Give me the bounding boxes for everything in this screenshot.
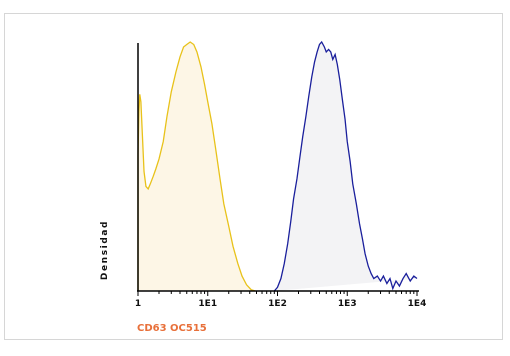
x-tick-label: 1 xyxy=(135,299,141,309)
series-1-fill xyxy=(138,42,256,291)
x-tick-label: 1E2 xyxy=(268,299,287,309)
tick-layer: 1 1E1 1E2 1E3 1E4 xyxy=(135,291,426,309)
series-2-line xyxy=(273,40,418,292)
series-1-line xyxy=(137,41,256,292)
x-tick-label: 1E3 xyxy=(338,299,357,309)
y-axis-label: Densidad xyxy=(100,220,110,280)
chart-frame xyxy=(4,13,503,340)
series-layer xyxy=(137,40,418,292)
series-2-fill xyxy=(274,42,417,291)
x-axis-label: CD63 OC515 xyxy=(137,323,207,334)
x-tick-label: 1E1 xyxy=(198,299,217,309)
x-tick-label: 1E4 xyxy=(408,299,427,309)
